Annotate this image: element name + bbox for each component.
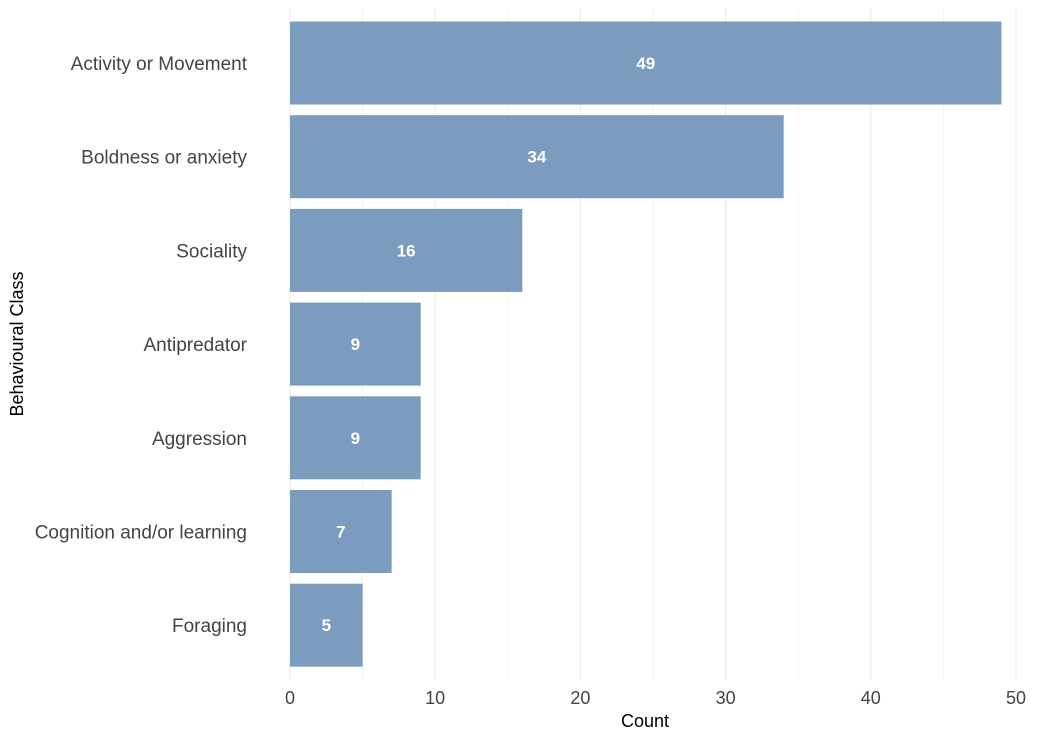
category-label: Cognition and/or learning (35, 523, 247, 544)
x-tick-label: 30 (716, 688, 736, 708)
bars: 49 34 16 9 9 7 5 (290, 21, 1002, 667)
bar-value-label: 5 (322, 616, 331, 635)
category-label: Antipredator (143, 335, 247, 356)
bar-value-label: 34 (527, 148, 546, 167)
x-tick-label: 50 (1006, 688, 1026, 708)
bar-value-label: 9 (351, 429, 360, 448)
bar (290, 115, 784, 199)
bar (290, 21, 1002, 105)
category-label: Foraging (172, 616, 247, 637)
x-tick-label: 0 (285, 688, 295, 708)
bar-value-label: 49 (636, 54, 655, 73)
category-label: Sociality (176, 241, 247, 262)
x-tick-label: 20 (570, 688, 590, 708)
bar (290, 583, 363, 667)
bar (290, 490, 392, 573)
bar-value-label: 9 (351, 335, 360, 354)
bar-value-label: 16 (397, 241, 416, 260)
category-label: Boldness or anxiety (81, 148, 247, 169)
x-tick-labels: 0 10 20 30 40 50 (285, 688, 1026, 708)
category-label: Activity or Movement (71, 54, 248, 75)
bar-value-label: 7 (336, 523, 345, 542)
category-labels: Activity or Movement Boldness or anxiety S… (35, 54, 248, 637)
category-label: Aggression (152, 429, 247, 450)
bar (290, 396, 421, 480)
y-axis-title: Behavioural Class (7, 271, 27, 416)
x-axis-title: Count (621, 711, 669, 731)
bar (290, 302, 421, 386)
bar (290, 208, 523, 292)
x-tick-label: 40 (861, 688, 881, 708)
x-tick-label: 10 (425, 688, 445, 708)
